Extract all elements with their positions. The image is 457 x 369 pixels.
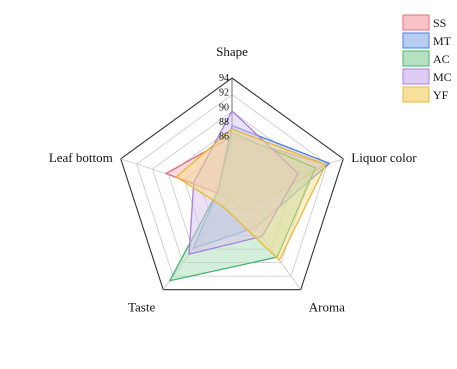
axis-label-liquor-color: Liquor color	[351, 150, 417, 165]
grid-ring	[120, 77, 344, 291]
legend-label-ss: SS	[433, 16, 446, 30]
axis-label-taste: Taste	[128, 300, 155, 315]
tick-label: 88	[219, 117, 229, 128]
grid-ring	[136, 94, 328, 277]
series-layer	[165, 110, 331, 282]
series-yf	[175, 128, 327, 261]
axis-label-shape: Shape	[216, 44, 248, 59]
axis-label-leaf-bottom: Leaf bottom	[49, 150, 113, 165]
tick-labels: 86 88 90 92 94	[219, 73, 229, 143]
legend-swatch-yf	[402, 86, 430, 103]
axis-label-aroma: Aroma	[309, 300, 345, 315]
legend-label-mc: MC	[433, 70, 452, 84]
legend-label-yf: YF	[433, 88, 449, 102]
legend-label-ac: AC	[433, 52, 450, 66]
axis-labels: Shape Liquor color Aroma Taste Leaf bottom	[49, 44, 417, 315]
legend-swatch-ac	[402, 50, 430, 67]
tick-label: 94	[219, 73, 229, 84]
legend-swatch-ss	[402, 14, 430, 31]
legend: SS MT AC MC YF	[402, 14, 452, 103]
legend-label-mt: MT	[433, 34, 452, 48]
tick-label: 90	[219, 102, 229, 113]
tick-label: 92	[219, 88, 229, 99]
tick-label: 86	[219, 132, 229, 143]
legend-swatch-mt	[402, 32, 430, 49]
legend-swatch-mc	[402, 68, 430, 85]
